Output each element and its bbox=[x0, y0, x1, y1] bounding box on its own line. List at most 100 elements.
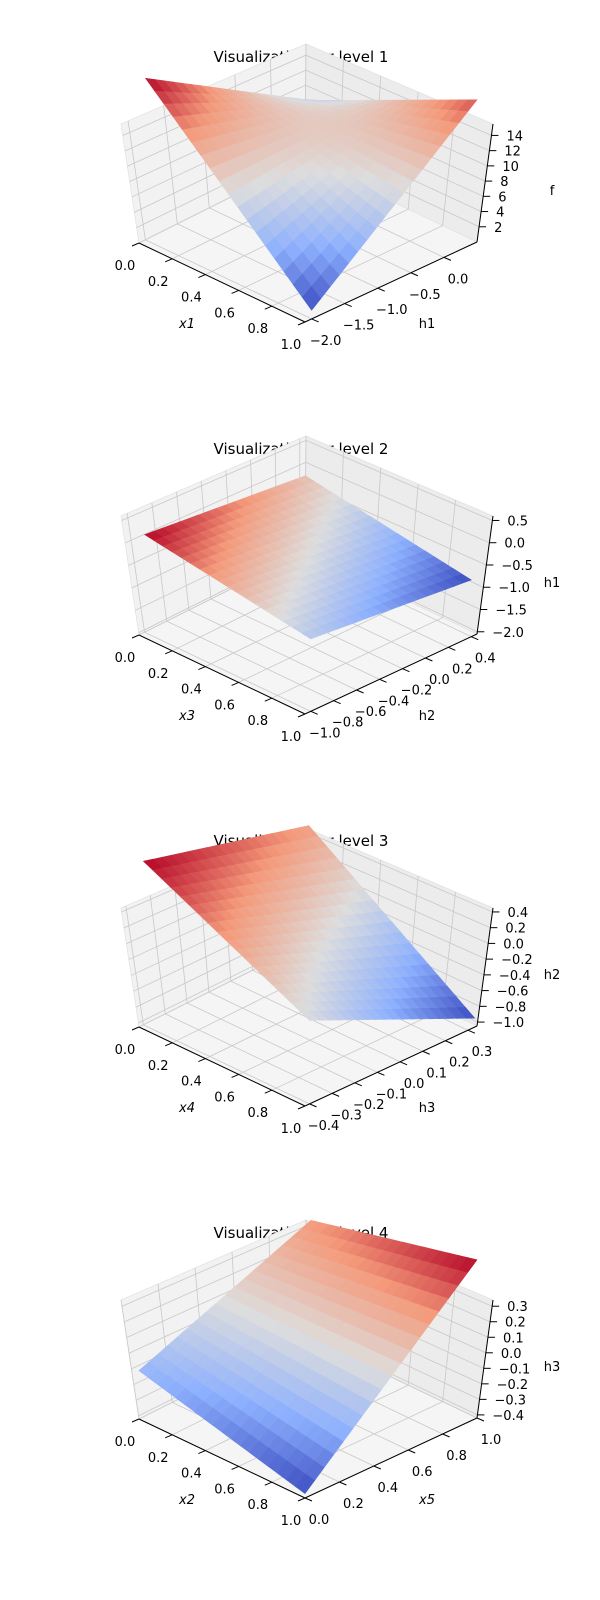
z-tick-label: −0.2 bbox=[501, 953, 533, 968]
surface bbox=[142, 825, 476, 1021]
y-tick bbox=[310, 710, 318, 715]
y-tick-label: 0.0 bbox=[448, 272, 469, 287]
y-tick-label: 0.2 bbox=[449, 1056, 470, 1071]
y-tick-label: −0.1 bbox=[376, 1087, 408, 1102]
z-axis-label: f bbox=[550, 184, 555, 199]
y-tick bbox=[377, 287, 385, 292]
x-tick-label: 1.0 bbox=[281, 1122, 302, 1137]
z-tick-label: 14 bbox=[506, 129, 523, 144]
x-tick-label: 0.4 bbox=[181, 291, 202, 306]
y-tick bbox=[379, 678, 387, 683]
z-axis-line bbox=[476, 123, 494, 243]
surface-patch bbox=[300, 629, 321, 640]
y-tick-label: 0.0 bbox=[429, 673, 450, 688]
z-gridline bbox=[121, 439, 493, 521]
y-axis-line bbox=[304, 241, 478, 323]
surface bbox=[144, 77, 478, 311]
y-tick-label: −1.0 bbox=[309, 726, 341, 741]
chart-level-3: Visualization for level 30.00.20.40.60.8… bbox=[115, 825, 560, 1137]
x-tick bbox=[131, 1026, 140, 1031]
z-tick-label: 0.3 bbox=[507, 1300, 528, 1315]
y-tick-label: 0.2 bbox=[452, 662, 473, 677]
x-tick bbox=[297, 1105, 306, 1110]
x-tick-label: 0.4 bbox=[181, 1467, 202, 1482]
z-tick-label: 2 bbox=[494, 221, 502, 236]
y-tick bbox=[467, 1029, 476, 1034]
y-tick-label: 0.0 bbox=[309, 1513, 330, 1528]
y-tick bbox=[425, 657, 433, 662]
z-tick-label: 0.1 bbox=[503, 1331, 524, 1346]
y-tick-label: −0.4 bbox=[378, 694, 410, 709]
chart-panel-level-2: Visualization for level 20.00.20.40.60.8… bbox=[0, 392, 600, 784]
z-tick-label: −0.6 bbox=[497, 985, 529, 1000]
x-tick bbox=[231, 1465, 239, 1470]
x-axis-label: x1 bbox=[178, 317, 195, 332]
y-gridline bbox=[149, 895, 333, 1094]
z-axis-label: h1 bbox=[544, 576, 561, 591]
x-tick-label: 0.8 bbox=[247, 1498, 268, 1513]
y-tick-label: 0.1 bbox=[426, 1066, 447, 1081]
z-tick-label: 8 bbox=[500, 175, 508, 190]
z-tick-label: −0.3 bbox=[495, 1393, 527, 1408]
y-tick bbox=[344, 303, 352, 307]
chart-level-2: Visualization for level 20.00.20.40.60.8… bbox=[115, 435, 561, 745]
y-gridline bbox=[127, 120, 312, 320]
x-tick bbox=[231, 681, 239, 686]
y-tick-label: −1.0 bbox=[376, 303, 408, 318]
y-tick bbox=[476, 1417, 485, 1422]
y-tick-label: 0.4 bbox=[475, 652, 496, 667]
z-tick-label: 0.2 bbox=[505, 922, 526, 937]
x-tick-label: 0.8 bbox=[247, 322, 268, 337]
z-tick-label: 0.5 bbox=[507, 514, 528, 529]
x-tick-label: 1.0 bbox=[281, 1514, 302, 1529]
x-tick bbox=[264, 305, 272, 310]
x-tick bbox=[198, 666, 206, 671]
x-axis-line bbox=[138, 634, 306, 715]
x-tick-label: 0.6 bbox=[214, 306, 235, 321]
y-tick bbox=[443, 256, 452, 261]
axes bbox=[131, 907, 500, 1110]
x-axis-line bbox=[138, 242, 306, 323]
surface-patch bbox=[302, 285, 322, 311]
z-tick-label: −0.8 bbox=[495, 1000, 527, 1015]
y-tick-label: −0.2 bbox=[353, 1098, 385, 1113]
y-tick-label: −0.3 bbox=[330, 1108, 362, 1123]
z-tick-label: −0.2 bbox=[497, 1378, 529, 1393]
x-axis-line bbox=[138, 1026, 306, 1107]
x-tick bbox=[165, 1434, 173, 1439]
y-tick-label: −0.8 bbox=[332, 716, 364, 731]
axes bbox=[131, 1299, 500, 1502]
x-tick-label: 0.2 bbox=[148, 1451, 169, 1466]
y-tick bbox=[354, 1082, 362, 1087]
z-tick-label: −0.1 bbox=[499, 1362, 531, 1377]
y-axis-label: h2 bbox=[419, 709, 436, 724]
x-tick-label: 0.8 bbox=[247, 714, 268, 729]
y-tick-label: 1.0 bbox=[481, 1433, 502, 1448]
x-tick bbox=[198, 1058, 206, 1063]
z-axis-line bbox=[476, 1299, 494, 1419]
z-tick-label: 10 bbox=[502, 160, 519, 175]
x-axis-label: x4 bbox=[178, 1101, 195, 1116]
y-tick bbox=[445, 1040, 453, 1045]
x-tick bbox=[198, 1450, 206, 1455]
y-tick-label: −1.5 bbox=[343, 319, 375, 334]
z-tick-label: −1.0 bbox=[498, 581, 530, 596]
z-axis-label: h3 bbox=[544, 1360, 561, 1375]
z-tick-label: −1.0 bbox=[493, 1016, 525, 1031]
y-axis-line bbox=[304, 1417, 478, 1499]
y-tick-label: −0.6 bbox=[355, 705, 387, 720]
x-axis-label: x3 bbox=[178, 709, 195, 724]
z-tick-label: 0.0 bbox=[504, 537, 525, 552]
x-tick bbox=[165, 1042, 173, 1047]
y-tick bbox=[442, 1433, 450, 1438]
y-axis-label: h1 bbox=[419, 317, 436, 332]
z-tick-label: −0.5 bbox=[501, 559, 533, 574]
chart-panel-level-3: Visualization for level 30.00.20.40.60.8… bbox=[0, 784, 600, 1176]
y-tick-label: 0.4 bbox=[377, 1481, 398, 1496]
z-tick-label: 12 bbox=[504, 145, 521, 160]
x-tick-label: 0.6 bbox=[214, 698, 235, 713]
x-tick bbox=[131, 634, 140, 639]
y-tick bbox=[311, 318, 319, 323]
y-tick bbox=[408, 1449, 416, 1454]
x-tick bbox=[297, 713, 306, 718]
